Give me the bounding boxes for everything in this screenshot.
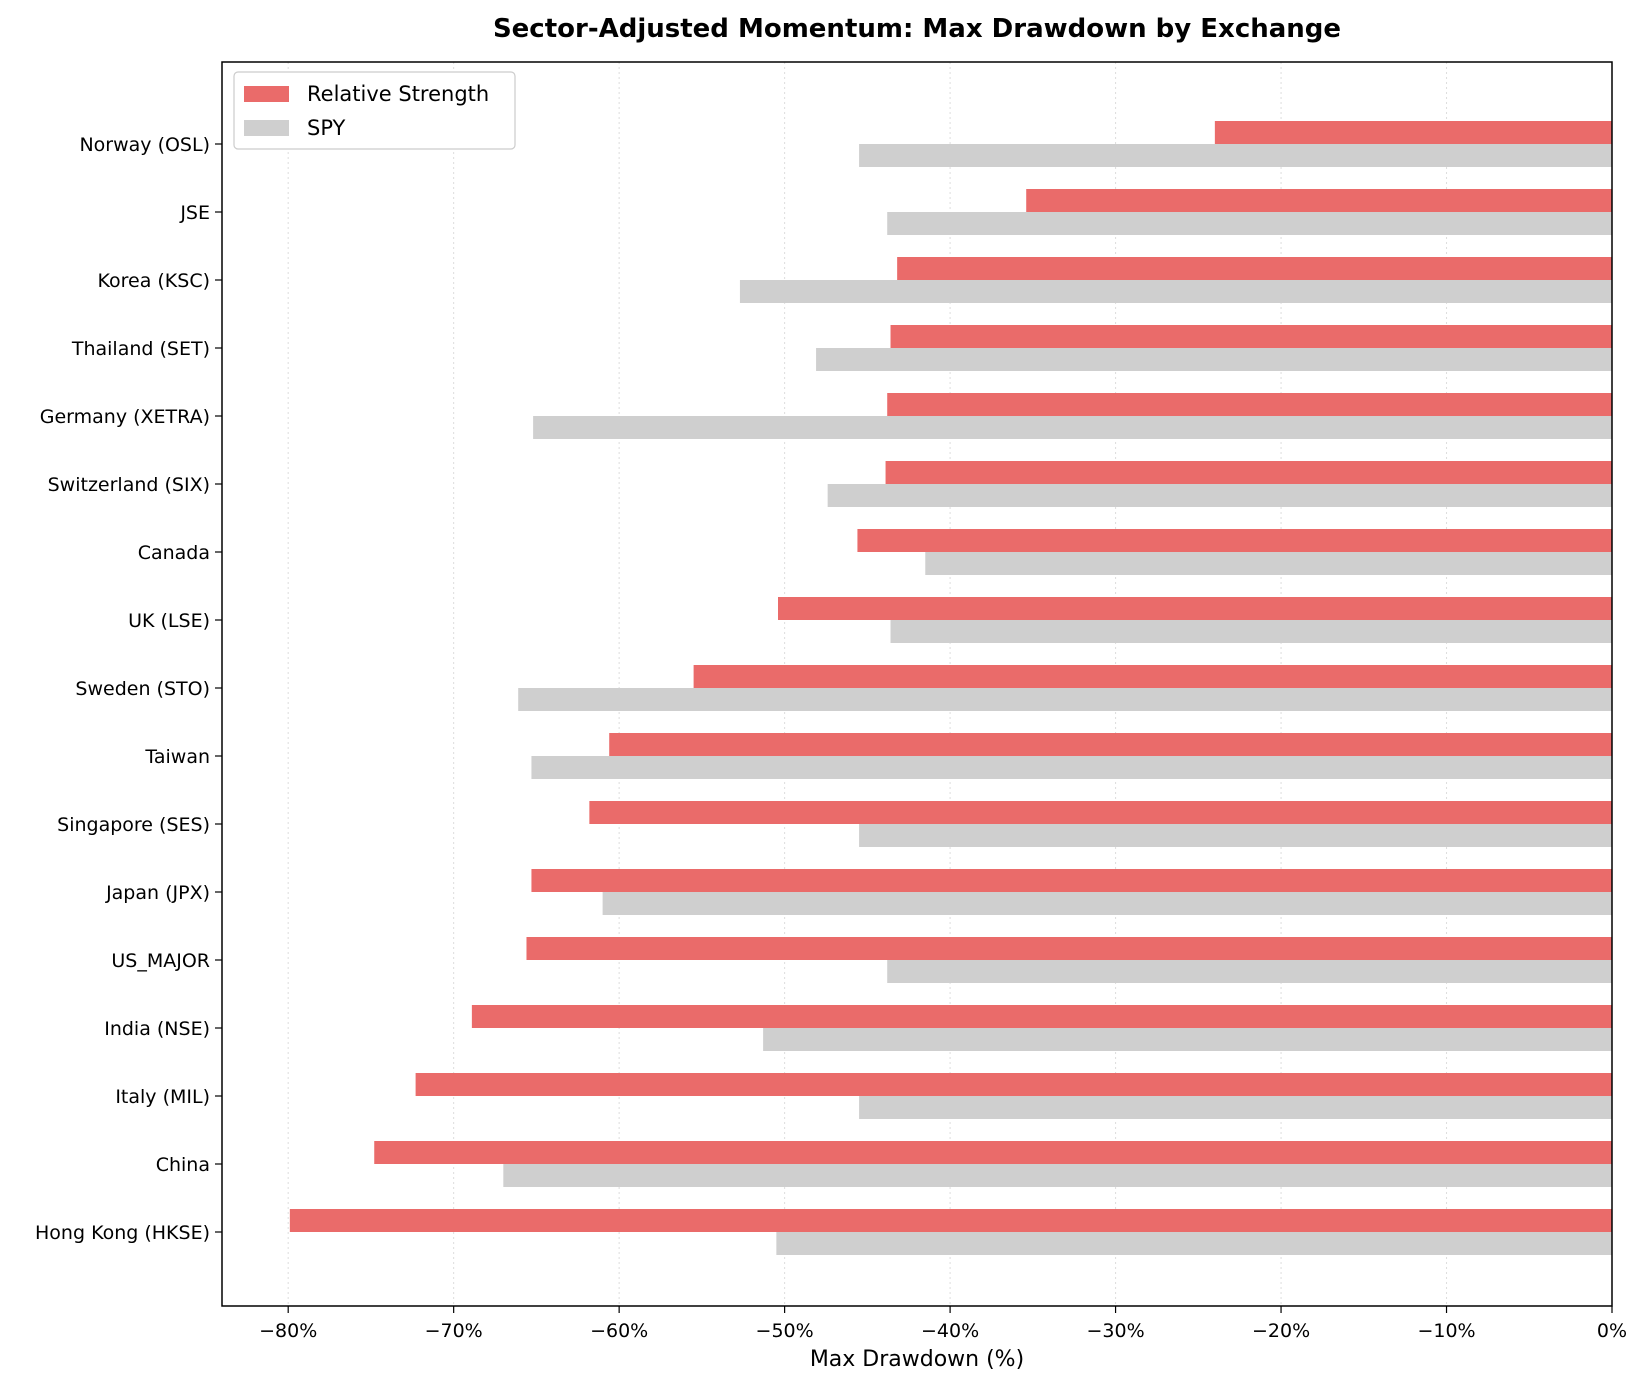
x-tick-label: −70% [425,1320,483,1342]
bar-relative-strength [693,665,1612,688]
bar-spy [816,348,1612,371]
x-tick-label: −40% [921,1320,979,1342]
bar-relative-strength [526,937,1612,960]
y-tick-label: Hong Kong (HKSE) [35,1222,210,1244]
y-tick-label: Sweden (STO) [75,678,210,700]
bar-relative-strength [885,461,1612,484]
bar-spy [533,416,1612,439]
bar-relative-strength [857,529,1612,552]
bar-spy [763,1028,1612,1051]
x-axis-label: Max Drawdown (%) [810,1347,1024,1372]
legend-swatch-relative-strength [244,86,289,102]
bar-relative-strength [1214,121,1612,144]
bar-spy [827,484,1612,507]
bar-relative-strength [897,257,1612,280]
bar-spy [859,824,1612,847]
x-tick-label: −80% [259,1320,317,1342]
legend-box [233,71,516,150]
bar-spy [518,688,1612,711]
bar-spy [925,552,1612,575]
legend-label-spy: SPY [307,116,346,140]
bar-spy [859,144,1612,167]
y-axis-ticks: Norway (OSL) JSE Korea (KSC) Thailand (SET)… [35,134,222,1244]
y-tick-label: Singapore (SES) [57,814,210,836]
bars [289,121,1613,1255]
x-tick-label: −10% [1417,1320,1475,1342]
bar-relative-strength [887,393,1612,416]
x-axis-ticks: −80% −70% −60% −50% −40% −30% −20% −10% 0% [259,1306,1627,1342]
y-tick-label: India (NSE) [104,1018,210,1040]
y-tick-label: US_MAJOR [111,950,210,972]
y-tick-label: China [156,1154,210,1176]
x-tick-label: −20% [1252,1320,1310,1342]
bar-relative-strength [609,733,1612,756]
bar-relative-strength [1026,189,1612,212]
bar-relative-strength [589,801,1612,824]
bar-relative-strength [289,1209,1613,1232]
y-tick-label: Norway (OSL) [79,134,210,156]
y-tick-label: Switzerland (SIX) [48,474,210,496]
x-tick-label: 0% [1597,1320,1627,1342]
y-tick-label: UK (LSE) [128,610,210,632]
bar-spy [859,1096,1612,1119]
legend-label-relative-strength: Relative Strength [307,82,489,106]
bar-spy [739,280,1612,303]
bar-spy [887,212,1612,235]
y-tick-label: Thailand (SET) [71,338,210,360]
y-tick-label: Taiwan [144,746,210,768]
bar-spy [602,892,1612,915]
bar-relative-strength [471,1005,1613,1028]
y-tick-label: Japan (JPX) [105,882,210,904]
bar-relative-strength [374,1141,1613,1164]
y-tick-label: Italy (MIL) [115,1086,210,1108]
x-tick-label: −30% [1086,1320,1144,1342]
y-tick-label: Germany (XETRA) [40,406,210,428]
bar-relative-strength [415,1073,1612,1096]
y-tick-label: JSE [179,202,210,224]
bar-spy [531,756,1613,779]
bar-relative-strength [890,325,1612,348]
bar-spy [503,1164,1612,1187]
bar-spy [776,1232,1612,1255]
bar-relative-strength [778,597,1612,620]
bar-spy [890,620,1612,643]
legend-swatch-spy [244,120,289,136]
x-tick-label: −60% [590,1320,648,1342]
y-tick-label: Canada [138,542,210,564]
y-tick-label: Korea (KSC) [97,270,210,292]
bar-spy [887,960,1612,983]
plot-frame [221,61,1613,1307]
legend: Relative Strength SPY [233,71,516,150]
bar-relative-strength [531,869,1613,892]
chart-title: Sector-Adjusted Momentum: Max Drawdown b… [493,14,1341,44]
x-tick-label: −50% [756,1320,814,1342]
